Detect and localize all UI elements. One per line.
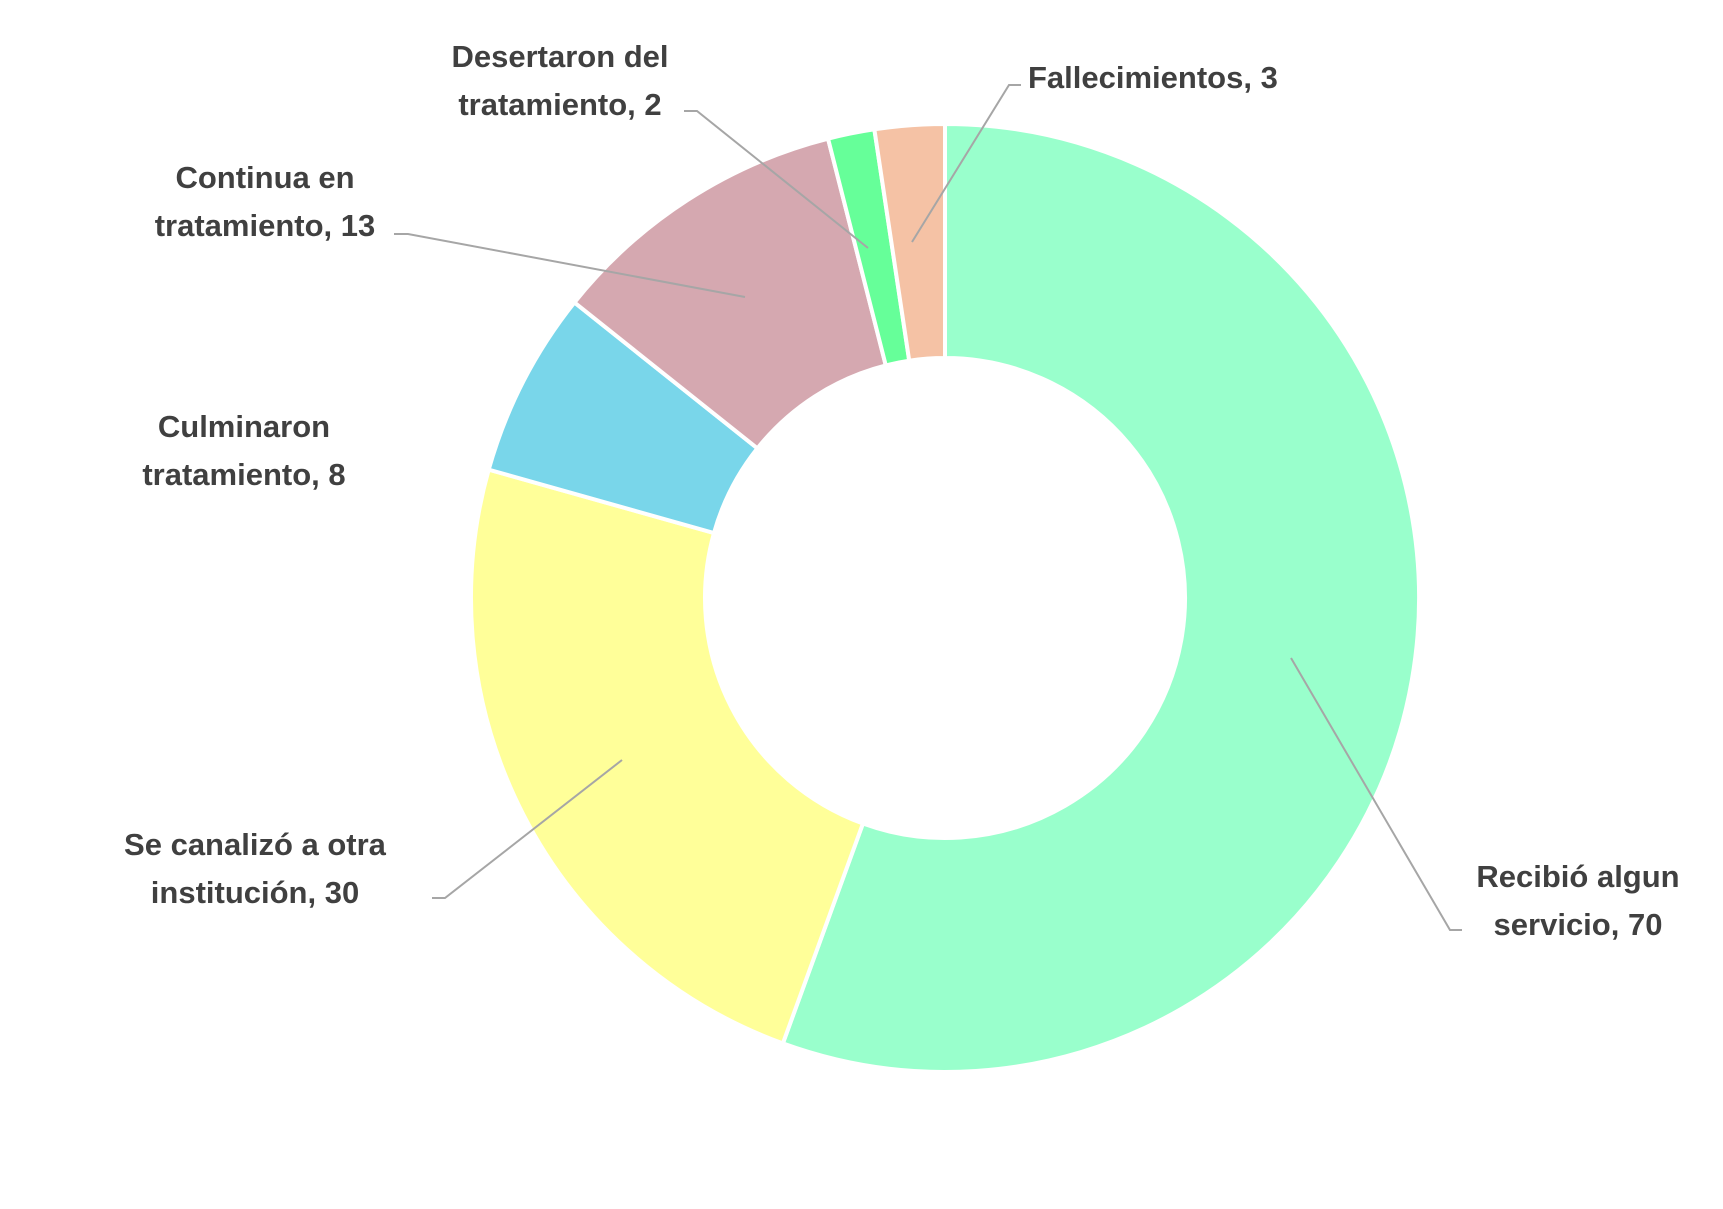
slices-layer (469, 121, 1421, 1074)
data-label-line: Fallecimientos, 3 (1028, 60, 1278, 95)
data-label-line: institución, 30 (151, 875, 359, 910)
data-label-line: Desertaron del (451, 39, 668, 74)
leader-line (432, 759, 623, 899)
data-label-line: tratamiento, 8 (142, 457, 345, 492)
leader-lines-layer (394, 84, 1462, 931)
data-label-line: Culminaron (158, 409, 330, 444)
leader-line (394, 233, 746, 298)
donut-slice (780, 121, 1421, 1074)
data-labels-layer: Recibió algun servicio, 70 Se canalizó a o… (124, 39, 1680, 942)
leader-line (911, 84, 1021, 243)
data-label-line: Se canalizó a otra (124, 827, 387, 862)
data-label-line: servicio, 70 (1494, 907, 1663, 942)
leader-line (1290, 657, 1462, 931)
leader-line (684, 110, 869, 249)
data-label: Recibió algun servicio, 70 (1476, 859, 1679, 942)
data-label: Desertaron del tratamiento, 2 (451, 39, 668, 122)
data-label: Continua en tratamiento, 13 (155, 160, 376, 243)
data-label-line: tratamiento, 2 (458, 87, 661, 122)
data-label: Culminaron tratamiento, 8 (142, 409, 345, 492)
data-label: Se canalizó a otra institución, 30 (124, 827, 387, 910)
data-label-line: Continua en (175, 160, 354, 195)
data-label: Fallecimientos, 3 (1028, 60, 1278, 95)
data-label-line: tratamiento, 13 (155, 208, 376, 243)
donut-slice (872, 121, 947, 363)
donut-slice (469, 467, 866, 1046)
data-label-line: Recibió algun (1476, 859, 1679, 894)
